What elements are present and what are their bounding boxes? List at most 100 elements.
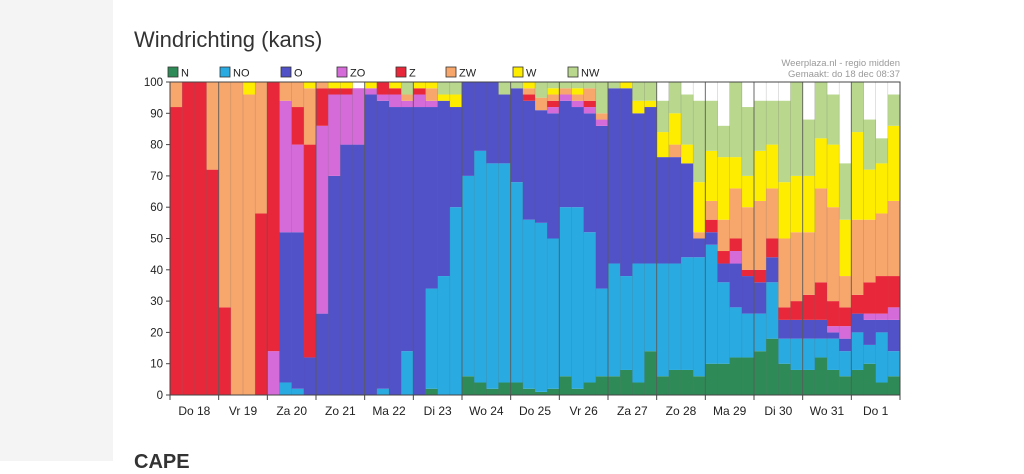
bar-segment-n	[559, 376, 572, 395]
bar-segment-nw	[449, 82, 463, 95]
bar-segment-zw	[279, 82, 292, 101]
bar-segment-zo	[827, 326, 840, 333]
bar-segment-w	[705, 150, 718, 201]
bar-segment-w	[741, 175, 755, 208]
bar-segment-z	[717, 251, 730, 264]
bar-segment-nw	[754, 100, 767, 151]
bar-segment-w	[766, 144, 779, 189]
bar-segment-o	[279, 232, 292, 383]
bar-segment-n	[827, 369, 840, 395]
bar-segment-n	[547, 388, 560, 395]
bar-segment-zo	[267, 351, 280, 395]
bar-segment-no	[620, 276, 633, 370]
legend-label-n: N	[181, 68, 189, 80]
bar-segment-n	[802, 369, 816, 395]
bar-segment-z	[802, 294, 816, 320]
bar-segment-z	[206, 169, 219, 395]
bar-segment-zo	[316, 125, 329, 314]
bar-segment-zo	[839, 326, 852, 339]
bar-segment-o	[376, 100, 390, 389]
bar-segment-w	[522, 82, 536, 89]
bar-segment-z	[887, 276, 901, 308]
bar-segment-o	[802, 319, 816, 339]
x-tick-label: Do 25	[519, 404, 551, 418]
bar-segment-o	[340, 144, 353, 395]
bar-segment-z	[875, 276, 889, 314]
y-tick-label: 20	[150, 327, 163, 339]
bar-segment-z	[741, 269, 755, 277]
bar-segment-nw	[851, 82, 864, 133]
bar-segment-zw	[583, 88, 597, 101]
y-tick-label: 90	[150, 108, 163, 120]
bar-segment-z	[291, 107, 305, 145]
bar-segment-no	[827, 338, 840, 370]
bar-segment-zo	[595, 119, 609, 126]
section-title: Windrichting (kans)	[134, 27, 323, 52]
bar-segment-no	[595, 288, 609, 377]
bar-segment-n	[632, 382, 645, 395]
bar-segment-w	[827, 144, 840, 208]
bar-segment-n	[790, 369, 803, 395]
bar-segment-nw	[681, 94, 694, 145]
x-tick-label: Ma 29	[713, 404, 747, 418]
x-tick-label: Vr 26	[570, 404, 599, 418]
bar-segment-nw	[827, 94, 840, 145]
y-tick-label: 10	[150, 359, 163, 371]
legend-label-no: NO	[233, 68, 250, 80]
bar-segment-zw	[595, 113, 609, 120]
bar-segment-z	[729, 238, 743, 252]
bar-segment-z	[328, 88, 341, 95]
bar-segment-zw	[705, 200, 718, 220]
bar-segment-zo	[875, 313, 889, 320]
bar-segment-z	[547, 100, 560, 108]
bar-segment-nw	[802, 119, 816, 176]
bar-segment-z	[790, 301, 803, 320]
bar-segment-w	[425, 82, 438, 89]
legend-label-zo: ZO	[350, 68, 366, 80]
bar-segment-z	[583, 100, 597, 108]
bar-segment-nw	[741, 107, 755, 176]
bar-segment-zw	[316, 82, 329, 89]
bar-segment-o	[462, 82, 475, 176]
bar-segment-w	[717, 157, 730, 220]
bar-segment-zw	[839, 276, 852, 308]
bar-segment-no	[681, 257, 694, 370]
bar-segment-no	[887, 351, 901, 377]
bar-segment-zo	[413, 94, 426, 108]
bar-segment-o	[583, 113, 597, 233]
bar-segment-w	[303, 82, 317, 89]
bar-segment-nw	[790, 82, 803, 176]
bar-segment-o	[875, 319, 889, 333]
bar-segment-zw	[693, 232, 706, 239]
bar-segment-n	[729, 357, 743, 395]
y-tick-label: 60	[150, 202, 163, 214]
bar-segment-zw	[255, 82, 268, 214]
bar-segment-no	[498, 163, 511, 383]
bar-segment-z	[389, 88, 402, 95]
bar-segment-n	[778, 363, 791, 395]
bar-segment-z	[839, 307, 852, 327]
bar-segment-z	[218, 307, 232, 395]
bar-segment-no	[875, 332, 889, 383]
bar-segment-zo	[571, 100, 584, 108]
bar-segment-zw	[230, 82, 244, 395]
x-tick-label: Di 30	[764, 404, 792, 418]
bar-segment-n	[535, 391, 548, 395]
legend-swatch-w	[512, 66, 524, 78]
bar-segment-o	[522, 100, 536, 220]
bar-segment-n	[462, 376, 475, 395]
bar-segment-w	[449, 94, 463, 108]
bar-segment-no	[486, 163, 499, 389]
bar-segment-o	[498, 94, 511, 164]
bar-segment-o	[887, 319, 901, 352]
bar-segment-n	[608, 376, 621, 395]
bar-segment-w	[863, 169, 876, 220]
bar-segment-n	[486, 388, 499, 395]
bar-segment-nw	[547, 82, 560, 89]
bar-segment-no	[839, 351, 852, 377]
bar-segment-o	[644, 107, 657, 264]
bar-segment-n	[498, 382, 511, 395]
bar-segment-no	[583, 232, 597, 383]
bar-segment-z	[376, 82, 390, 95]
bar-segment-z	[778, 307, 791, 320]
